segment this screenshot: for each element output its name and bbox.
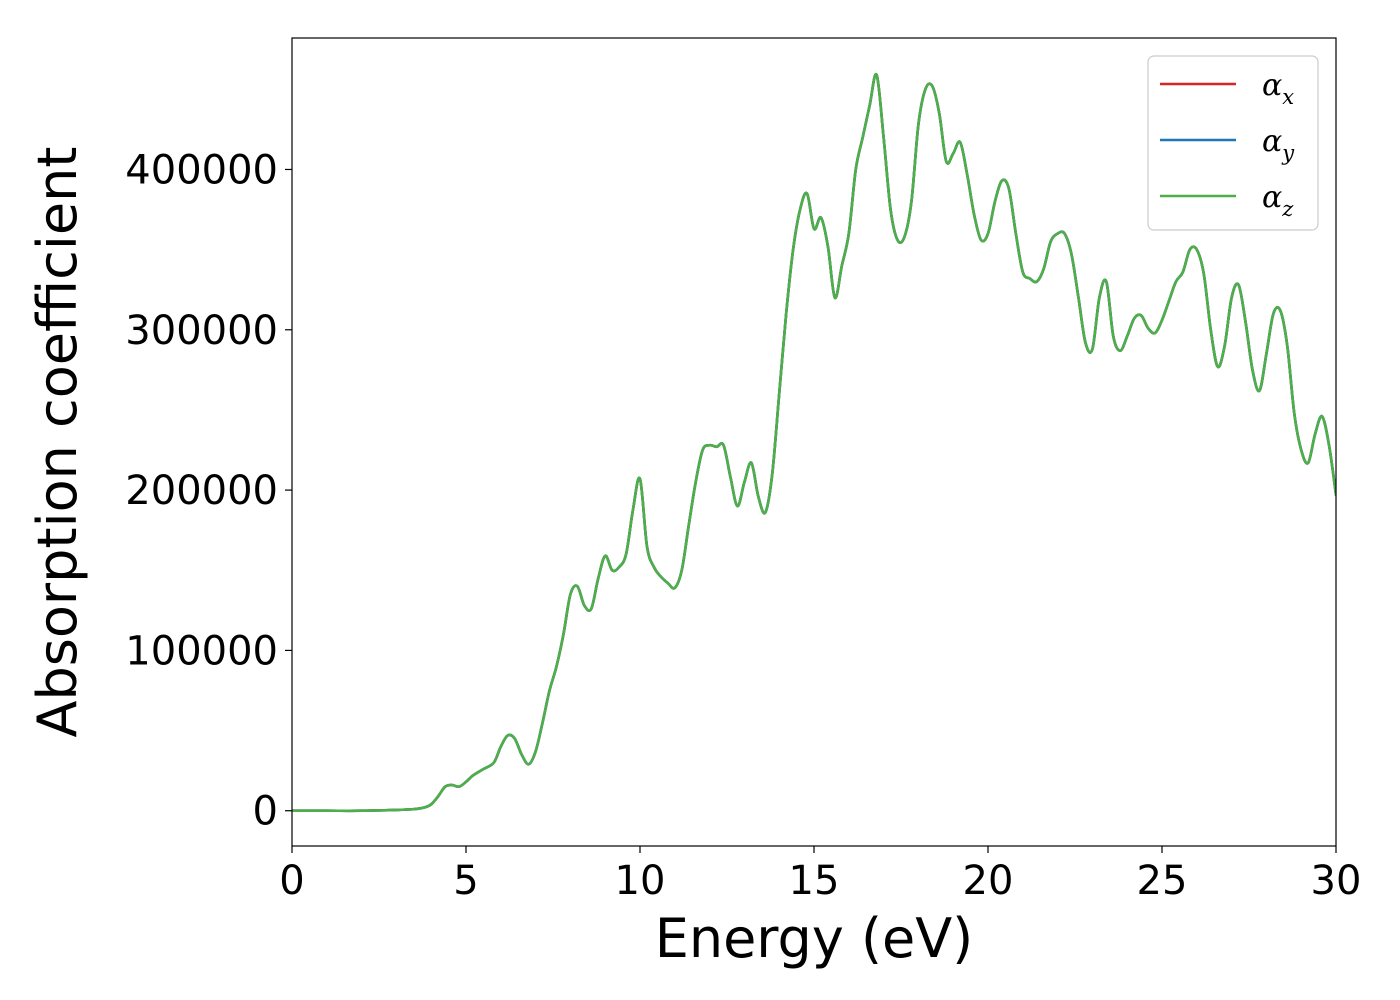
legend: αx αy αz [1147, 55, 1319, 231]
y-axis: 0 100000 200000 300000 400000 [125, 147, 292, 835]
legend-label: αy [1262, 124, 1295, 165]
series-line-3 [292, 72, 1336, 813]
x-tick-label: 20 [963, 858, 1014, 904]
x-tick-label: 30 [1311, 858, 1362, 904]
y-tick-label: 300000 [125, 308, 278, 354]
x-tick-label: 5 [453, 858, 478, 904]
legend-label: αz [1262, 180, 1294, 221]
x-tick-label: 15 [789, 858, 840, 904]
y-tick-label: 400000 [125, 147, 278, 193]
x-tick-label: 25 [1137, 858, 1188, 904]
y-axis-title: Absorption coefficient [26, 147, 89, 738]
x-axis: 0 5 10 15 20 25 30 [279, 846, 1361, 904]
series-layer [292, 72, 1336, 813]
y-tick-label: 0 [253, 789, 278, 835]
y-tick-label: 200000 [125, 468, 278, 514]
x-tick-label: 10 [615, 858, 666, 904]
y-tick-label: 100000 [125, 628, 278, 674]
x-tick-label: 0 [279, 858, 304, 904]
legend-label: αx [1262, 68, 1294, 109]
x-axis-title: Energy (eV) [655, 907, 974, 970]
legend-box [1147, 55, 1319, 231]
